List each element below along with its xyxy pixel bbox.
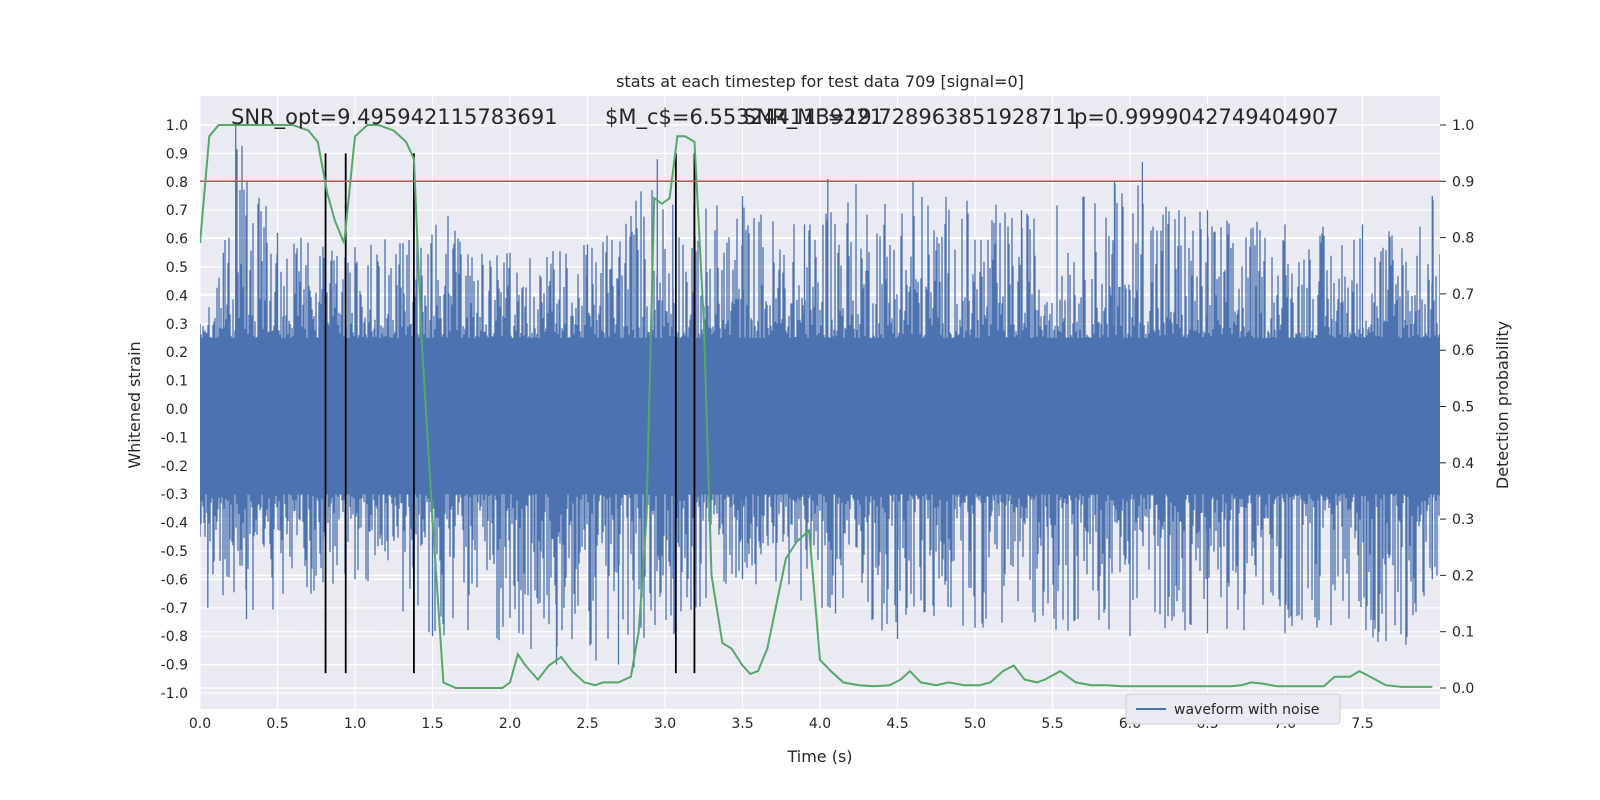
right-y-axis-label: Detection probability — [1493, 321, 1512, 489]
right-y-tick-label: 0.7 — [1452, 287, 1474, 303]
y-tick-label: 0.2 — [166, 345, 188, 361]
detection-probability-series — [200, 124, 1433, 689]
y-tick-label: 0.1 — [166, 374, 188, 390]
annotation-snr-mf: SNR_MF=19.728963851928711 — [743, 105, 1079, 130]
y-tick-label: -0.8 — [161, 629, 188, 645]
right-y-axis-ticks: 0.0 0.1 0.2 0.3 0.4 0.5 0.6 0.7 0.8 0.9 1.0 — [1440, 118, 1474, 697]
annotation-snr-opt: SNR_opt=9.495942115783691 — [231, 105, 558, 130]
y-tick-label: 0.8 — [166, 175, 188, 191]
waveform-noise-strokes — [200, 125, 1440, 668]
right-y-tick-label: 1.0 — [1452, 118, 1474, 134]
y-tick-label: -0.7 — [161, 601, 188, 617]
y-tick-label: -0.6 — [161, 572, 188, 588]
y-tick-label: 0.4 — [166, 288, 188, 304]
right-y-tick-label: 0.2 — [1452, 568, 1474, 584]
y-tick-label: 0.0 — [166, 402, 188, 418]
right-y-tick-label: 0.6 — [1452, 343, 1474, 359]
annotation-p-value: p=0.9999042749404907 — [1074, 105, 1339, 129]
x-tick-label: 3.5 — [731, 716, 753, 732]
x-tick-label: 4.0 — [809, 716, 831, 732]
x-tick-label: 7.5 — [1351, 716, 1373, 732]
annotation-chirp-mass: $M_c$=6.5532441139221 — [605, 105, 883, 130]
y-tick-label: -0.4 — [161, 516, 188, 532]
x-tick-label: 3.0 — [654, 716, 676, 732]
y-tick-label: -0.2 — [161, 459, 188, 475]
legend-label-waveform: waveform with noise — [1174, 702, 1319, 718]
x-tick-label: 2.0 — [499, 716, 521, 732]
y-axis-label: Whitened strain — [125, 341, 144, 468]
x-tick-label: 4.5 — [886, 716, 908, 732]
left-y-axis-ticks: -1.0 -0.9 -0.8 -0.7 -0.6 -0.5 -0.4 -0.3 -0.2 -0.1… — [161, 118, 188, 702]
vertical-marker-lines — [324, 153, 696, 674]
right-y-tick-label: 0.3 — [1452, 512, 1474, 528]
y-tick-label: -0.3 — [161, 487, 188, 503]
chart-title: stats at each timestep for test data 709… — [616, 72, 1024, 91]
x-tick-label: 0.0 — [189, 716, 211, 732]
x-tick-label: 5.5 — [1041, 716, 1063, 732]
y-tick-label: -1.0 — [161, 686, 188, 702]
right-y-tick-label: 0.8 — [1452, 231, 1474, 247]
y-tick-label: 0.7 — [166, 203, 188, 219]
x-tick-label: 0.5 — [266, 716, 288, 732]
y-tick-label: 0.3 — [166, 317, 188, 333]
y-tick-label: 0.6 — [166, 232, 188, 248]
y-tick-label: 1.0 — [166, 118, 188, 134]
y-tick-label: -0.9 — [161, 658, 188, 674]
y-tick-label: 0.9 — [166, 146, 188, 162]
y-tick-label: -0.1 — [161, 430, 188, 446]
x-tick-label: 2.5 — [576, 716, 598, 732]
right-y-tick-label: 0.5 — [1452, 400, 1474, 416]
x-tick-label: 1.0 — [344, 716, 366, 732]
legend-box — [1125, 693, 1341, 725]
x-axis-label: Time (s) — [786, 747, 852, 766]
y-tick-label: -0.5 — [161, 544, 188, 560]
x-tick-label: 1.5 — [421, 716, 443, 732]
right-y-tick-label: 0.9 — [1452, 174, 1474, 190]
right-y-tick-label: 0.1 — [1452, 625, 1474, 641]
right-y-tick-label: 0.4 — [1452, 456, 1474, 472]
legend: waveform with noise — [1125, 693, 1341, 725]
y-tick-label: 0.5 — [166, 260, 188, 276]
right-y-tick-label: 0.0 — [1452, 681, 1474, 697]
x-tick-label: 5.0 — [964, 716, 986, 732]
waveform-with-noise-series — [200, 125, 1440, 668]
